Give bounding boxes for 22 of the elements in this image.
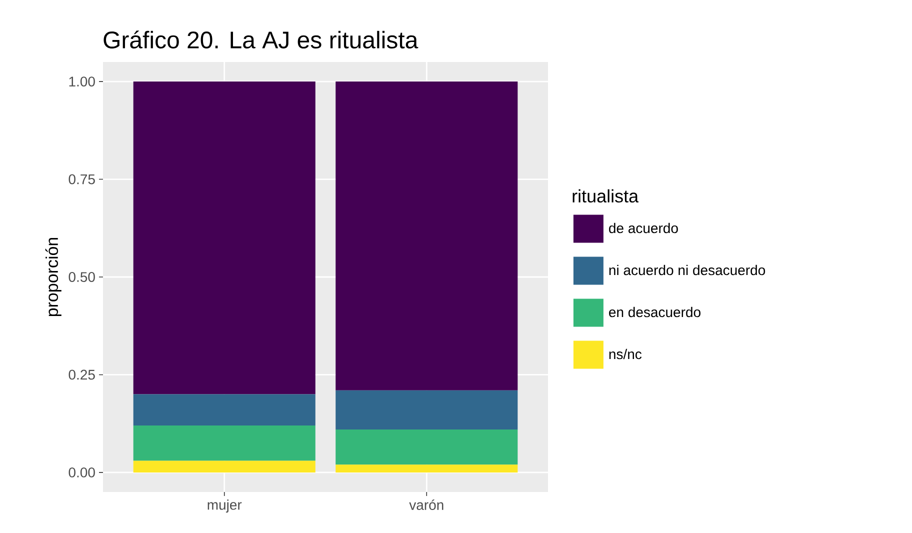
bar	[133, 460, 316, 472]
y-tick-label: 0.50	[68, 272, 95, 282]
x-tick-label: varón	[409, 500, 444, 510]
legend-label: ns/nc	[609, 348, 642, 360]
bar	[336, 464, 518, 472]
legend-label: ni acuerdo ni desacuerdo	[609, 264, 766, 276]
legend-title: ritualista	[572, 189, 639, 203]
y-tick-label: 0.75	[68, 174, 95, 184]
y-axis-title: proporción	[45, 238, 62, 316]
bar	[133, 82, 316, 394]
legend-label: de acuerdo	[609, 222, 678, 234]
bar	[133, 394, 316, 426]
y-tick-label: 1.00	[69, 76, 95, 86]
bar	[133, 426, 316, 461]
bar	[336, 82, 518, 390]
y-tick-label: 0.25	[68, 370, 95, 380]
bar	[336, 429, 518, 465]
bar	[336, 390, 518, 430]
x-tick-label: mujer	[208, 500, 242, 513]
chart-title: Gráfico 20. La AJ es ritualista	[104, 30, 418, 48]
y-tick-label: 0.00	[68, 467, 95, 478]
legend-label: en desacuerdo	[609, 306, 700, 318]
